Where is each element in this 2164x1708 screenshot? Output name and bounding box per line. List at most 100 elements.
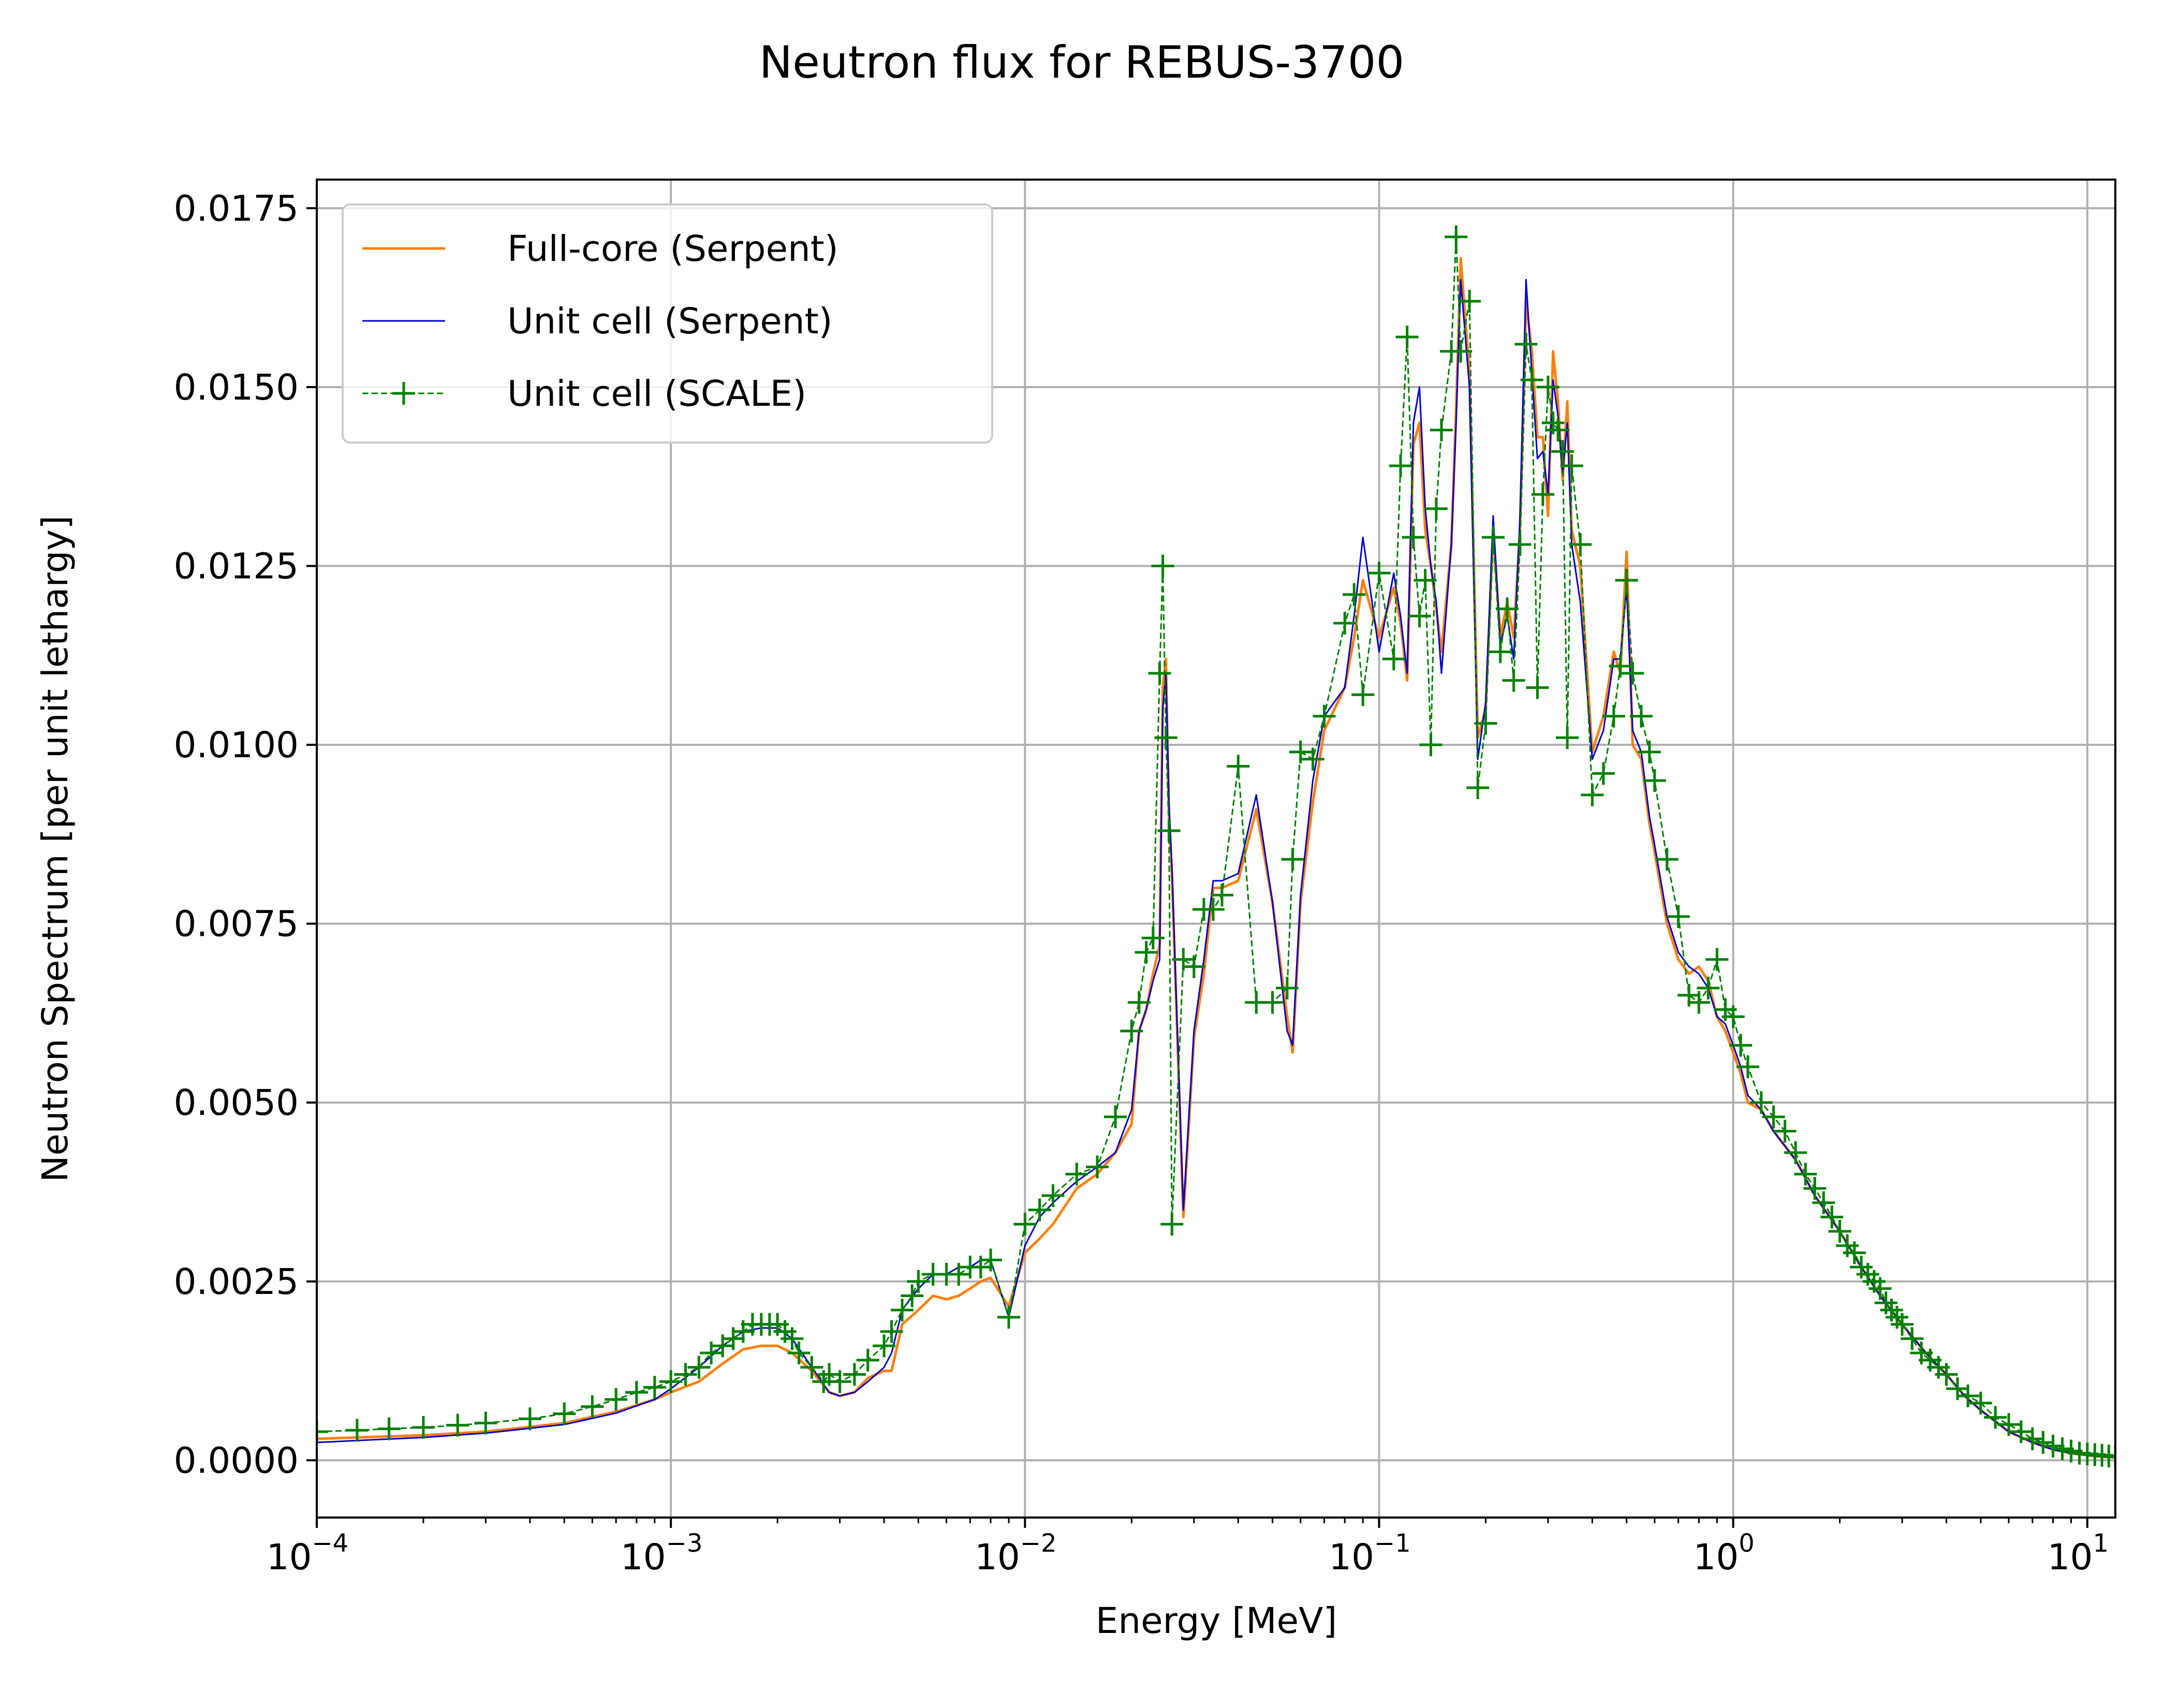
series-1 [317,257,2115,1459]
data-point-marker [1481,526,1505,549]
data-point-marker [1502,669,1525,692]
x-tick-label: 10−3 [621,1529,703,1578]
data-point-marker [901,1284,924,1307]
data-point-marker [1013,1213,1037,1236]
data-point-marker [1773,1120,1797,1143]
data-point-marker [1820,1205,1844,1229]
x-tick-label: 100 [1693,1529,1754,1578]
data-point-marker [1313,704,1336,728]
data-point-marker [1210,884,1233,907]
y-axis-ticks: 0.0000 0.0025 0.0050 0.0075 0.0100 0.0125 0.01… [174,188,317,1481]
data-point-marker [1402,526,1425,549]
data-point-marker [1261,991,1284,1014]
data-point-marker [1408,605,1431,628]
data-point-marker [1382,647,1405,671]
data-point-marker [1803,1177,1827,1200]
legend-items: Full-core (Serpent) Unit cell (Serpent) Un… [362,228,838,415]
y-tick-label: 0.0075 [174,904,299,945]
y-tick-label: 0.0125 [174,546,299,587]
data-point-marker [1489,640,1512,664]
data-point-marker [1638,740,1661,763]
data-point-marker [317,1420,328,1444]
data-point-marker [1520,369,1543,392]
data-point-marker [1041,1184,1065,1207]
grid-lines [316,180,2115,1518]
data-point-marker [659,1370,683,1393]
data-point-marker [1592,762,1615,785]
data-point-marker [891,1299,914,1322]
y-tick-label: 0.0150 [174,367,299,408]
data-point-marker [1474,712,1497,735]
y-tick-label: 0.0000 [174,1440,299,1481]
data-point-marker [2021,1427,2044,1450]
legend-label: Unit cell (SCALE) [507,373,806,415]
data-point-marker [1495,597,1519,621]
data-point-marker [1667,905,1690,928]
data-point-marker [1514,332,1538,356]
data-point-marker [907,1270,930,1293]
data-point-marker [1424,497,1448,520]
data-point-marker [1615,569,1638,592]
data-point-marker [1201,898,1225,921]
data-point-marker [1721,1005,1745,1028]
data-point-marker [787,1342,811,1365]
data-point-marker [880,1320,903,1343]
data-point-marker [1643,769,1666,792]
data-point-marker [1458,290,1481,313]
data-point-marker [1828,1220,1851,1243]
data-point-marker [1182,955,1205,978]
data-point-marker [979,1248,1003,1272]
data-point-marker [643,1376,666,1399]
y-tick-label: 0.0175 [174,188,299,229]
chart-title: Neutron flux for REBUS-3700 [759,37,1404,89]
series-line [317,257,2115,1459]
data-point-marker [1621,661,1644,685]
data-point-marker [1705,948,1729,971]
x-tick-label: 101 [2048,1529,2109,1578]
data-point-marker [828,1370,851,1393]
data-point-marker [1065,1162,1088,1186]
data-point-marker [1536,375,1559,399]
data-point-marker [1531,483,1554,506]
y-tick-label: 0.0050 [174,1082,299,1124]
data-point-marker [687,1356,711,1379]
data-point-marker [781,1327,804,1350]
data-point-marker [1389,454,1412,477]
data-point-marker [997,1305,1021,1329]
data-point-marker [1749,1091,1773,1114]
data-point-marker [1281,848,1304,871]
data-point-marker [1729,1034,1753,1057]
y-axis-label: Neutron Spectrum [per unit lethargy] [35,516,76,1182]
data-point-marker [1343,583,1366,606]
data-point-marker [1969,1391,1992,1415]
data-point-marker [1275,977,1299,1000]
data-point-marker [2009,1420,2033,1444]
data-point-marker [1148,661,1171,685]
data-point-marker [1997,1413,2021,1436]
data-point-marker [1141,926,1165,950]
data-point-marker [1103,1105,1127,1128]
legend-label: Unit cell (Serpent) [507,301,833,342]
data-point-marker [1697,977,1720,1000]
data-point-marker [1956,1385,1980,1407]
data-point-marker [1630,704,1653,728]
data-point-marker [1028,1198,1051,1221]
y-tick-label: 0.0025 [174,1261,299,1303]
data-point-marker [518,1407,541,1431]
data-point-marker [1868,1277,1892,1300]
data-point-marker [553,1402,576,1425]
data-point-marker [1151,554,1174,578]
data-point-marker [1560,454,1583,477]
data-point-marker [1762,1105,1785,1128]
data-point-marker [856,1348,879,1372]
x-tick-label: 10−4 [267,1529,349,1578]
data-point-marker [1414,569,1437,592]
data-point-marker [1551,440,1574,463]
data-point-marker [474,1411,497,1435]
y-tick-label: 0.0100 [174,725,299,766]
data-point-marker [1508,533,1532,556]
x-tick-label: 10−2 [975,1529,1057,1578]
plot-frame [316,179,2116,1519]
data-point-marker [1135,940,1158,964]
